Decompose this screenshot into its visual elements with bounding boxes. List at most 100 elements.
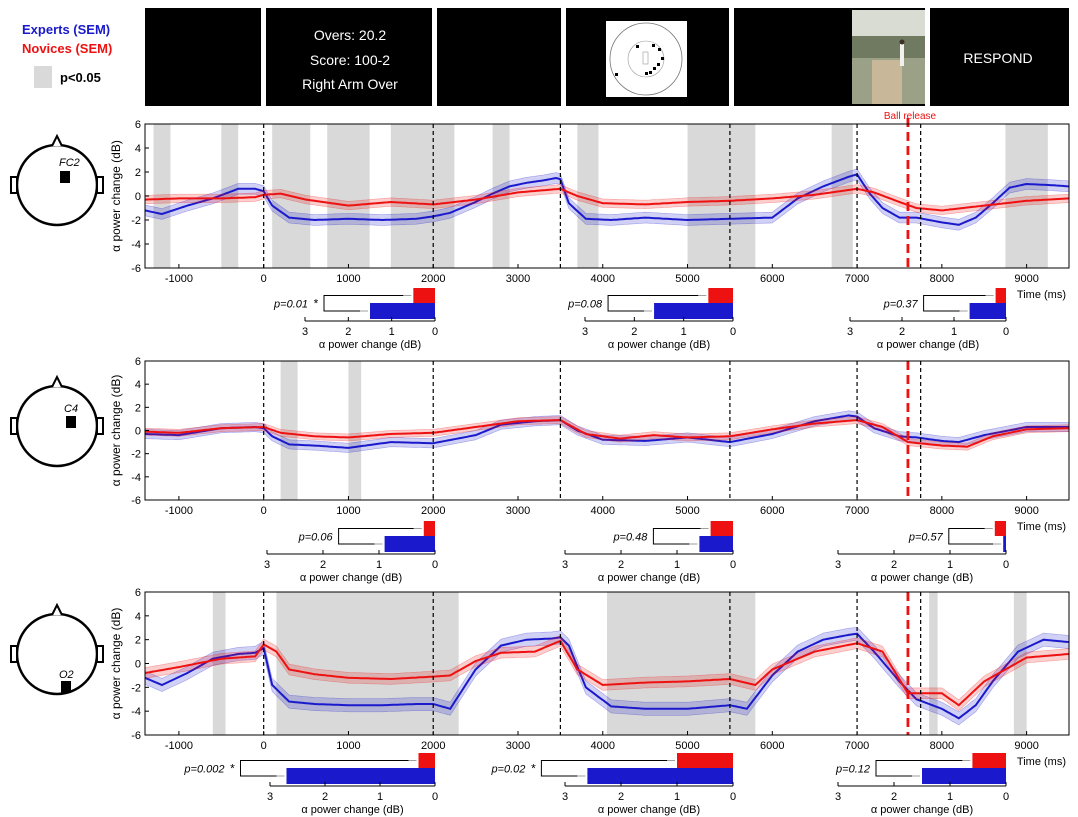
series-line-novices xyxy=(145,419,1069,448)
inset-significance-star: * xyxy=(531,761,536,775)
electrode-marker xyxy=(60,171,70,183)
y-axis-label: α power change (dB) xyxy=(109,608,123,720)
inset-tick-label: 0 xyxy=(730,559,736,571)
inset-tick-label: 1 xyxy=(674,791,680,803)
x-axis-label: Time (ms) xyxy=(1017,756,1066,768)
significance-window xyxy=(276,592,459,735)
inset-bar-novices xyxy=(995,288,1006,303)
y-tick-label: 2 xyxy=(135,635,141,647)
inset-bar-experts xyxy=(370,303,435,319)
y-tick-label: 2 xyxy=(135,402,141,414)
inset-tick-label: 0 xyxy=(432,791,438,803)
inset-bar-novices xyxy=(418,753,435,768)
inset-bar-chart: 3 2 1 0 α power change (dB) p=0.48 xyxy=(562,521,736,584)
legend-significance-swatch xyxy=(34,66,52,88)
electrode-marker xyxy=(66,416,76,428)
head-icon-c4: C4 xyxy=(10,374,104,468)
x-tick-label: 8000 xyxy=(930,505,954,517)
y-tick-label: -2 xyxy=(131,215,141,227)
x-tick-label: -1000 xyxy=(165,505,193,517)
inset-bar-novices xyxy=(972,753,1006,768)
inset-p-value: p=0.12 xyxy=(835,763,870,775)
significance-window xyxy=(1013,592,1027,735)
timeline-divider xyxy=(561,8,566,106)
inset-p-value: p=0.01 xyxy=(273,298,308,310)
inset-axis-label: α power change (dB) xyxy=(877,339,979,351)
inset-bracket xyxy=(240,760,409,777)
inset-bar-chart: 3 2 1 0 α power change (dB) p=0.06 xyxy=(264,521,438,584)
inset-axis-label: α power change (dB) xyxy=(871,572,973,584)
inset-p-value: p=0.08 xyxy=(567,298,603,310)
trial-timeline: Overs: 20.2 Score: 100-2 Right Arm Over xyxy=(145,8,1069,106)
inset-bar-experts xyxy=(1003,536,1006,552)
inset-tick-label: 1 xyxy=(951,326,957,338)
inset-bracket xyxy=(923,295,986,312)
inset-tick-label: 2 xyxy=(891,559,897,571)
inset-tick-label: 0 xyxy=(432,559,438,571)
y-tick-label: 4 xyxy=(135,143,141,155)
inset-bracket xyxy=(875,760,963,777)
inset-tick-label: 3 xyxy=(835,791,841,803)
y-axis-label: α power change (dB) xyxy=(109,375,123,487)
significance-window xyxy=(687,124,756,268)
inset-significance-star: * xyxy=(230,761,235,775)
y-tick-label: 0 xyxy=(135,191,141,203)
x-tick-label: 0 xyxy=(261,273,267,285)
inset-p-value: p=0.06 xyxy=(298,531,334,543)
x-tick-label: 0 xyxy=(261,505,267,517)
inset-tick-label: 0 xyxy=(730,791,736,803)
inset-bar-novices xyxy=(423,521,435,536)
inset-tick-label: 2 xyxy=(618,791,624,803)
x-tick-label: 2000 xyxy=(421,740,445,752)
significance-window xyxy=(348,361,362,500)
inset-bar-chart: 3 2 1 0 α power change (dB) p=0.37 xyxy=(847,288,1009,351)
y-tick-label: -4 xyxy=(131,706,141,718)
x-tick-label: 4000 xyxy=(591,740,615,752)
inset-bar-experts xyxy=(969,303,1006,319)
inset-tick-label: 3 xyxy=(302,326,308,338)
significance-window xyxy=(390,124,455,268)
series-line-experts xyxy=(144,173,1070,226)
x-tick-label: 3000 xyxy=(506,505,530,517)
significance-window xyxy=(221,124,239,268)
y-tick-label: -6 xyxy=(131,495,141,507)
x-tick-label: -1000 xyxy=(165,740,193,752)
significance-window xyxy=(280,361,298,500)
x-tick-label: 1000 xyxy=(336,505,360,517)
inset-tick-label: 3 xyxy=(835,559,841,571)
legend-significance: p<0.05 xyxy=(60,70,101,85)
inset-tick-label: 3 xyxy=(267,791,273,803)
significance-window xyxy=(831,124,853,268)
inset-axis-label: α power change (dB) xyxy=(319,339,421,351)
inset-tick-label: 0 xyxy=(730,326,736,338)
inset-bar-chart: 3 2 1 0 α power change (dB) * p=0.02 xyxy=(490,753,736,816)
x-axis-label: Time (ms) xyxy=(1017,521,1066,533)
inset-axis-label: α power change (dB) xyxy=(871,804,973,816)
inset-axis-label: α power change (dB) xyxy=(300,572,402,584)
inset-bracket xyxy=(338,528,414,545)
x-axis-label: Time (ms) xyxy=(1017,289,1066,301)
inset-axis-label: α power change (dB) xyxy=(301,804,403,816)
timeline-divider xyxy=(432,8,437,106)
x-tick-label: 2000 xyxy=(421,505,445,517)
y-tick-label: 0 xyxy=(135,659,141,671)
inset-bar-chart: 3 2 1 0 α power change (dB) * p=0.002 xyxy=(183,753,438,816)
inset-tick-label: 2 xyxy=(899,326,905,338)
y-tick-label: -6 xyxy=(131,263,141,275)
inset-bar-novices xyxy=(994,521,1006,536)
significance-window xyxy=(1005,124,1048,268)
y-tick-label: 2 xyxy=(135,167,141,179)
significance-window xyxy=(327,124,370,268)
inset-bar-experts xyxy=(654,303,733,319)
timeline-divider xyxy=(925,8,930,106)
inset-p-value: p=0.37 xyxy=(883,298,919,310)
inset-tick-label: 2 xyxy=(322,791,328,803)
y-axis-label: α power change (dB) xyxy=(109,140,123,252)
inset-tick-label: 1 xyxy=(389,326,395,338)
significance-window xyxy=(929,592,938,735)
electrode-label: FC2 xyxy=(59,157,80,169)
x-tick-label: 7000 xyxy=(845,273,869,285)
significance-window xyxy=(153,124,171,268)
